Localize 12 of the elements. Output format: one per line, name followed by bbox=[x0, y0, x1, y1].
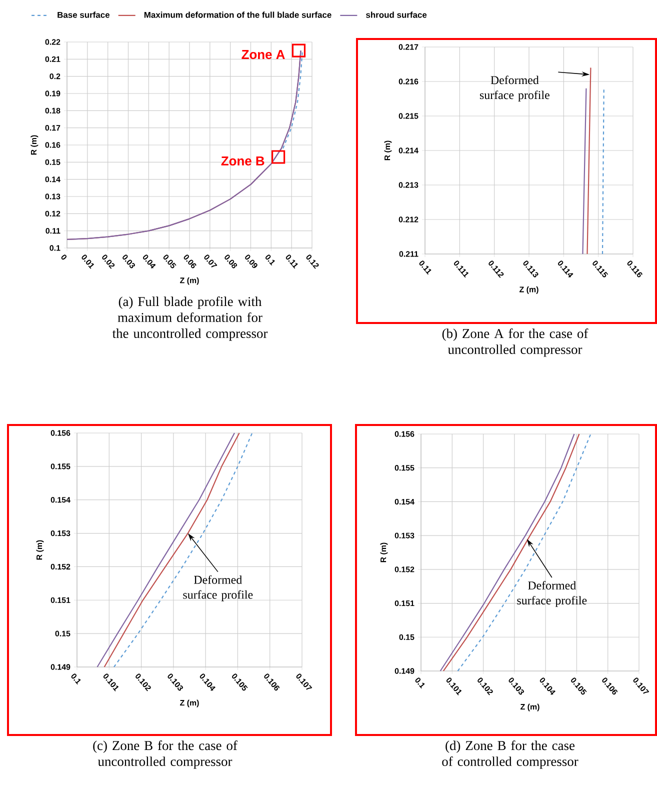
text: (d) Zone B for the case of controlled compressor bbox=[442, 740, 578, 769]
text: (b) Zone A for the case of uncontrolled compressor bbox=[442, 328, 588, 357]
text: (a) Full blade profile with maximum deformation for the uncontrolled compressor bbox=[112, 296, 268, 341]
annotation: Zone A bbox=[242, 50, 285, 60]
annotation: Deformed surface profile bbox=[517, 580, 587, 607]
legend-label: Maximum deformation of the full blade surface bbox=[144, 12, 332, 18]
annotation: Deformed surface profile bbox=[480, 76, 550, 102]
annotation: Deformed surface profile bbox=[183, 575, 253, 602]
text: (c) Zone B for the case of uncontrolled compressor bbox=[93, 740, 238, 769]
legend-label: Base surface bbox=[58, 12, 110, 18]
legend-label: shroud surface bbox=[366, 12, 427, 18]
annotation: Zone B bbox=[221, 156, 264, 166]
